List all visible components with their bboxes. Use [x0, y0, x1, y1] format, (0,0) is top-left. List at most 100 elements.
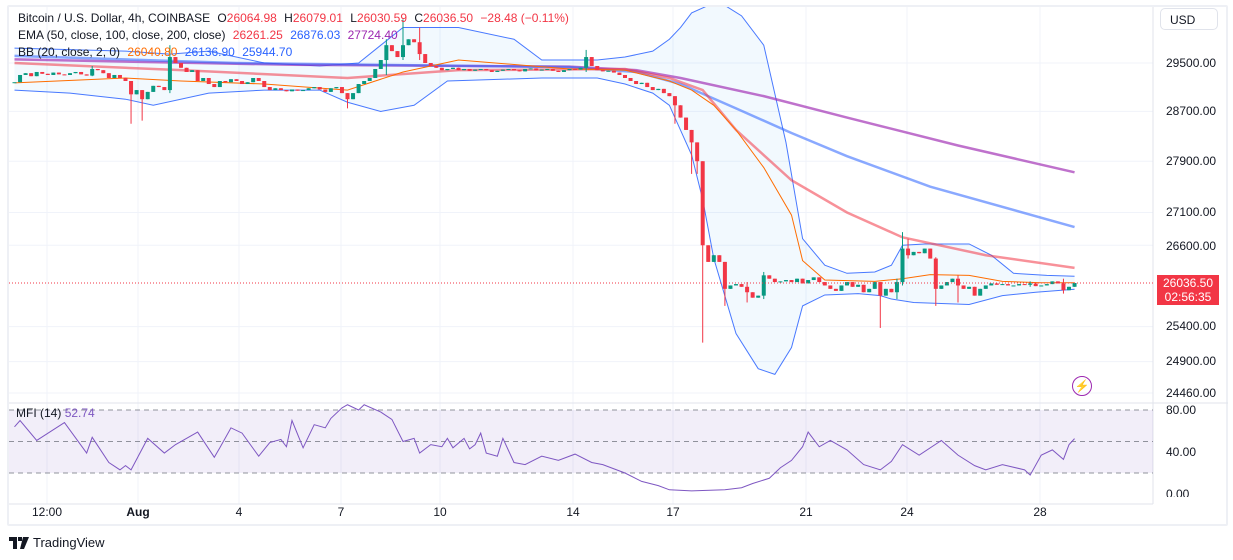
ema-legend[interactable]: EMA (50, close, 100, close, 200, close) …: [18, 28, 402, 42]
candle-body: [734, 284, 738, 286]
candle-body: [573, 68, 578, 70]
candle-body: [1061, 283, 1066, 291]
candle: [750, 292, 755, 298]
candle-body: [811, 277, 816, 281]
price-change: −28.48 (−0.11%): [480, 11, 569, 25]
candle: [406, 39, 411, 46]
candle-body: [878, 282, 883, 296]
price-chart[interactable]: [0, 0, 1233, 530]
candle-body: [512, 68, 516, 71]
candle: [700, 161, 705, 343]
candle: [356, 84, 361, 94]
candle: [573, 68, 578, 70]
candle: [173, 57, 178, 63]
candle-body: [639, 82, 644, 85]
candle-body: [600, 70, 605, 72]
candle-body: [817, 277, 822, 283]
candle: [939, 285, 944, 289]
candle-body: [51, 72, 56, 75]
candle: [434, 65, 439, 68]
price-tick: 27900.00: [1166, 154, 1217, 168]
candle: [828, 285, 833, 289]
candle: [1011, 285, 1016, 287]
candle-body: [223, 81, 228, 83]
candle-body: [428, 63, 433, 66]
bb-upper-value: 26136.90: [184, 45, 235, 59]
candle: [839, 285, 844, 291]
bb-basis-value: 26040.80: [127, 45, 178, 59]
candle-body: [700, 161, 705, 246]
candle-body: [112, 74, 117, 78]
candle-body: [290, 89, 294, 92]
candle-body: [667, 93, 672, 97]
candle-body: [722, 261, 727, 289]
candle-body: [45, 73, 50, 75]
candle-body: [695, 142, 700, 162]
candle-body: [856, 284, 861, 287]
candle-body: [129, 81, 134, 95]
candle: [167, 45, 172, 94]
candle-body: [772, 278, 777, 283]
symbol-title[interactable]: Bitcoin / U.S. Dollar, 4h, COINBASE: [18, 11, 211, 25]
candle: [717, 255, 722, 262]
candle-body: [389, 45, 394, 52]
candle: [251, 77, 256, 83]
price-tick: 28700.00: [1166, 104, 1217, 118]
candle: [539, 69, 544, 71]
candle: [795, 278, 800, 283]
candle-body: [717, 255, 722, 262]
candle: [134, 90, 139, 95]
bb-legend[interactable]: BB (20, close, 2, 0) 26040.80 26136.90 2…: [18, 45, 296, 59]
candle-body: [761, 275, 766, 296]
mfi-legend[interactable]: MFI (14) 52.74: [16, 406, 95, 420]
candle: [23, 73, 28, 75]
candle-body: [623, 74, 627, 78]
candle: [417, 27, 422, 61]
candle-body: [994, 283, 999, 285]
candle: [883, 288, 888, 296]
candle: [301, 90, 306, 92]
candle-body: [145, 91, 150, 100]
tradingview-brand[interactable]: TradingView: [9, 535, 105, 550]
candle: [806, 280, 811, 284]
candle-body: [800, 278, 805, 284]
currency-button[interactable]: USD: [1160, 8, 1218, 30]
candle-body: [462, 68, 467, 71]
candle: [772, 278, 777, 283]
candle-body: [345, 93, 350, 100]
candle: [439, 67, 444, 71]
candle-body: [861, 284, 866, 293]
candle-body: [117, 74, 122, 78]
candle-body: [162, 87, 167, 91]
candle-body: [234, 79, 239, 82]
candle: [917, 251, 922, 254]
candle: [378, 60, 383, 69]
candle-body: [23, 73, 28, 75]
mfi-pane: [9, 404, 1153, 492]
candle-body: [212, 84, 217, 88]
candle: [994, 283, 999, 285]
candle-body: [134, 90, 139, 95]
candle: [106, 73, 111, 78]
candle: [878, 282, 883, 328]
lightning-icon[interactable]: ⚡: [1072, 376, 1092, 396]
candle-body: [240, 81, 245, 85]
candle-body: [373, 68, 378, 78]
candle-body: [356, 84, 361, 94]
candle-body: [106, 73, 111, 78]
candle-body: [367, 77, 372, 82]
candle: [245, 82, 250, 85]
candle: [545, 68, 550, 70]
candle: [345, 93, 350, 109]
candle-body: [939, 285, 944, 289]
candle: [339, 87, 344, 94]
candle-body: [645, 82, 650, 88]
candle-body: [1055, 281, 1060, 284]
candle: [1039, 285, 1044, 287]
candle: [95, 68, 100, 71]
candle-body: [989, 283, 994, 286]
candle: [445, 68, 450, 71]
candle: [822, 282, 827, 286]
candle: [151, 85, 156, 92]
x-tick: 7: [337, 505, 345, 519]
